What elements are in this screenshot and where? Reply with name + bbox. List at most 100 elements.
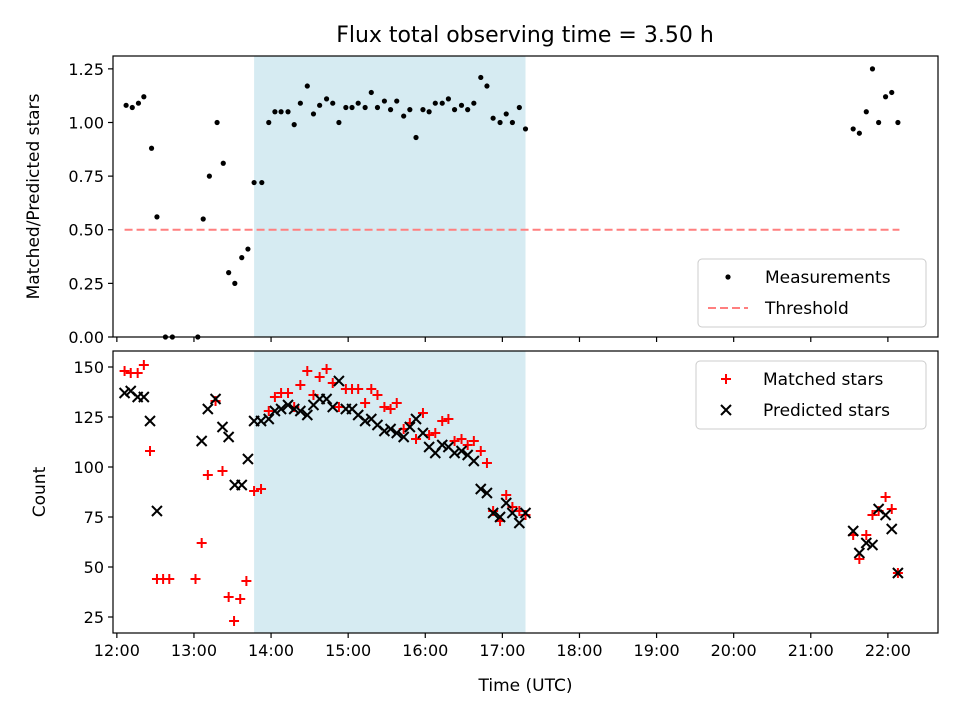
measurement-point [503, 111, 509, 117]
predicted-stars-point [242, 453, 254, 465]
measurement-point [259, 179, 265, 186]
measurement-point [471, 100, 477, 106]
legend-swatch-measurements [725, 274, 731, 280]
measurement-point [374, 104, 381, 111]
predicted-stars-point [359, 415, 371, 427]
predicted-stars-point [860, 537, 873, 549]
matched-stars-point [456, 434, 467, 444]
predicted-stars-point [202, 403, 214, 415]
predicted-stars-point [263, 413, 275, 425]
matched-stars-point [132, 368, 143, 378]
predicted-stars-point [468, 455, 480, 467]
y-tick-label: 1.25 [68, 60, 104, 79]
y-tick-label: 150 [73, 358, 104, 377]
predicted-stars-point [269, 405, 281, 417]
measurement-point [458, 102, 465, 108]
predicted-stars-point [475, 483, 487, 495]
y-tick-label: 0.25 [68, 274, 104, 293]
measurement-point [850, 126, 856, 132]
matched-stars-point [481, 458, 492, 468]
measurement-point [330, 100, 336, 106]
count-panel: 12:00 13:00 14:00 15:00 16:00 17:00 18:00 19:00… [30, 350, 939, 696]
measurement-point [239, 255, 245, 261]
predicted-stars-point [384, 423, 397, 435]
matched-stars-point [217, 466, 228, 476]
predicted-stars-point [195, 435, 208, 447]
matched-stars-point [256, 484, 267, 494]
predicted-stars-point [455, 445, 468, 457]
measurement-point [497, 119, 503, 126]
ratio-axes: 0.00 0.25 0.50 0.75 1.00 1.25 [68, 55, 939, 347]
matched-stars-point [443, 414, 454, 424]
predicted-stars-point [397, 431, 410, 443]
x-tick-label: 21:00 [788, 641, 834, 660]
y-tick-label: 1.00 [68, 113, 104, 132]
y-tick-label: 125 [73, 408, 104, 427]
count-axes: 12:00 13:00 14:00 15:00 16:00 17:00 18:00 19:00… [73, 350, 939, 660]
measurement-point [445, 96, 451, 102]
y-tick-label: 0.75 [68, 167, 104, 186]
measurement-point [297, 100, 303, 106]
predicted-stars-point [892, 567, 904, 579]
measurement-point [266, 119, 272, 126]
measurement-point [355, 100, 361, 106]
measurement-point [362, 104, 368, 111]
measurement-point [889, 89, 895, 96]
predicted-stars-point [886, 523, 898, 535]
predicted-stars-point [410, 413, 422, 425]
matched-stars-point [437, 416, 448, 426]
matched-stars-point [468, 436, 479, 446]
measurement-point [876, 119, 882, 126]
predicted-stars-point [222, 431, 235, 443]
measurement-point [349, 104, 355, 111]
measurement-point [291, 122, 297, 128]
matched-stars-point [379, 402, 390, 412]
matched-stars-point [321, 364, 332, 374]
measurement-point [387, 107, 394, 113]
predicted-stars-point [519, 507, 532, 519]
x-tick-label: 17:00 [479, 641, 525, 660]
measurement-point [522, 126, 529, 132]
measurement-point [304, 83, 310, 89]
measurement-point [232, 280, 238, 286]
matched-stars-point [283, 388, 294, 398]
legend-frame [695, 360, 927, 430]
matched-stars-point [196, 538, 207, 548]
measurement-point [285, 109, 291, 115]
star-count-points-layer [118, 360, 904, 626]
matched-stars-point [880, 492, 891, 502]
predicted-stars-point [301, 409, 314, 421]
matched-stars-point [235, 594, 246, 604]
y-tick-label: 0.50 [68, 221, 104, 240]
x-tick-label: 13:00 [171, 641, 217, 660]
measurement-point [432, 100, 438, 106]
measurement-point [214, 119, 220, 126]
measurement-point [863, 109, 869, 115]
matched-stars-point [360, 398, 371, 408]
measurement-point [343, 104, 349, 111]
ratio-y-axis-label: Matched/Predicted stars [24, 93, 44, 299]
count-legend: Matched stars Predicted stars [695, 360, 927, 430]
predicted-stars-point [448, 447, 461, 459]
predicted-stars-point [494, 511, 506, 523]
matched-stars-point [475, 446, 486, 456]
measurement-point [323, 96, 330, 102]
predicted-stars-point [481, 487, 493, 499]
measurement-points-layer [123, 66, 901, 340]
measurement-point [882, 94, 889, 100]
predicted-stars-point [866, 539, 879, 551]
x-tick-label: 16:00 [402, 641, 448, 660]
predicted-stars-point [506, 507, 519, 519]
legend-frame [697, 258, 927, 328]
matched-stars-point [229, 616, 240, 626]
chart-title: Flux total observing time = 3.50 h [336, 23, 714, 48]
measurement-point [856, 130, 862, 136]
measurement-point [226, 270, 232, 276]
matched-stars-point [302, 366, 313, 376]
legend-swatch-predicted-stars [720, 404, 732, 416]
measurement-point [123, 102, 129, 108]
predicted-stars-point [320, 393, 333, 405]
matched-stars-point [391, 398, 402, 408]
legend-label-threshold: Threshold [764, 299, 849, 319]
